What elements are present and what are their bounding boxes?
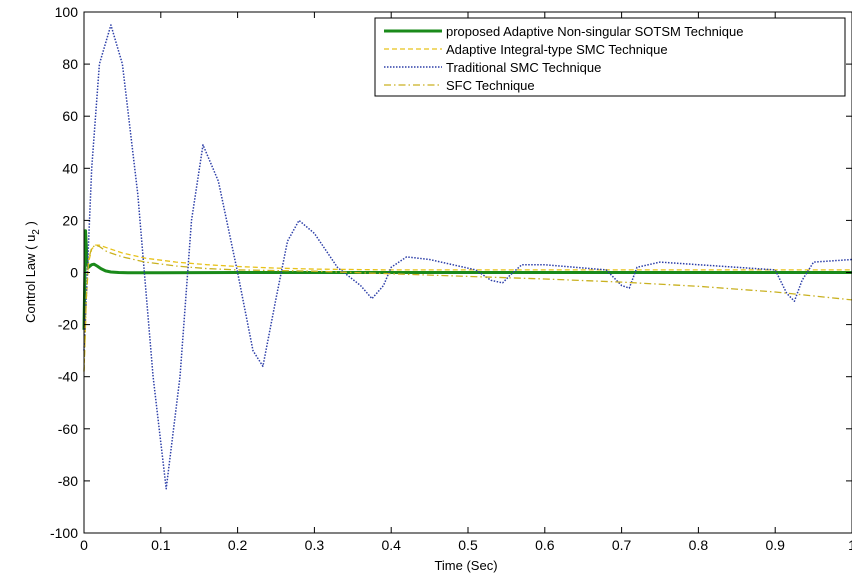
legend-box <box>374 17 846 97</box>
x-axis-label: Time (Sec) <box>434 558 497 573</box>
x-tick-label: 0.6 <box>535 537 555 553</box>
y-tick-label: 40 <box>62 160 78 176</box>
series-line-4 <box>83 244 852 372</box>
y-tick-label: 80 <box>62 56 78 72</box>
x-tick-label: 0.1 <box>151 537 171 553</box>
x-tick-label: 0.7 <box>612 537 632 553</box>
y-axis-label-end: ) <box>23 221 38 229</box>
x-tick-label: 0.5 <box>458 537 478 553</box>
x-tick-label: 1 <box>848 537 852 553</box>
y-tick-label: -80 <box>58 473 78 489</box>
y-tick-label: -20 <box>58 317 78 333</box>
series-layer <box>82 24 852 490</box>
y-axis-label: Control Law ( u2 ) <box>23 221 42 323</box>
series-line-2 <box>83 244 852 372</box>
y-tick-label: 60 <box>62 108 78 124</box>
y-axis-label-main: Control Law ( u <box>23 235 38 323</box>
y-tick-label: -40 <box>58 369 78 385</box>
series-line-3 <box>83 24 852 490</box>
y-tick-label: 0 <box>70 265 78 281</box>
x-tick-label: 0.4 <box>381 537 401 553</box>
x-tick-label: 0.8 <box>689 537 709 553</box>
legend-label-2: Adaptive Integral-type SMC Technique <box>446 42 668 57</box>
legend-items: proposed Adaptive Non-singular SOTSM Tec… <box>384 24 744 93</box>
y-tick-label: 20 <box>62 212 78 228</box>
x-tick-label: 0.2 <box>228 537 248 553</box>
y-tick-label: -100 <box>50 525 78 541</box>
x-tick-label: 0.3 <box>305 537 325 553</box>
y-axis-label-sub: 2 <box>31 229 42 235</box>
legend: proposed Adaptive Non-singular SOTSM Tec… <box>374 17 846 97</box>
y-tick-label: -60 <box>58 421 78 437</box>
legend-label-3: Traditional SMC Technique <box>446 60 601 75</box>
legend-label-1: proposed Adaptive Non-singular SOTSM Tec… <box>446 24 744 39</box>
x-tick-label: 0 <box>80 537 88 553</box>
tick-layer: 0 0.1 0.2 0.3 0.4 0.5 0.6 0.7 0.8 0.9 1 -100 -80 -60 -… <box>50 4 852 553</box>
legend-label-4: SFC Technique <box>446 78 535 93</box>
y-tick-label: 100 <box>55 4 79 20</box>
x-tick-label: 0.9 <box>765 537 785 553</box>
